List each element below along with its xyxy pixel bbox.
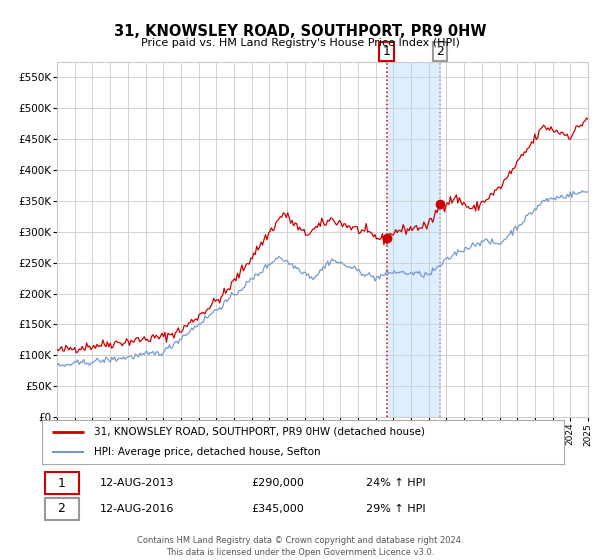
Text: 2: 2 <box>58 502 65 515</box>
Text: 24% ↑ HPI: 24% ↑ HPI <box>365 478 425 488</box>
Text: £290,000: £290,000 <box>251 478 304 488</box>
Text: This data is licensed under the Open Government Licence v3.0.: This data is licensed under the Open Gov… <box>166 548 434 557</box>
Text: Price paid vs. HM Land Registry's House Price Index (HPI): Price paid vs. HM Land Registry's House … <box>140 38 460 48</box>
Text: 31, KNOWSLEY ROAD, SOUTHPORT, PR9 0HW: 31, KNOWSLEY ROAD, SOUTHPORT, PR9 0HW <box>114 24 486 39</box>
Text: Contains HM Land Registry data © Crown copyright and database right 2024.: Contains HM Land Registry data © Crown c… <box>137 536 463 545</box>
Text: HPI: Average price, detached house, Sefton: HPI: Average price, detached house, Seft… <box>94 447 321 457</box>
Text: £345,000: £345,000 <box>251 503 304 514</box>
Text: 12-AUG-2013: 12-AUG-2013 <box>100 478 174 488</box>
Text: 29% ↑ HPI: 29% ↑ HPI <box>365 503 425 514</box>
Text: 31, KNOWSLEY ROAD, SOUTHPORT, PR9 0HW (detached house): 31, KNOWSLEY ROAD, SOUTHPORT, PR9 0HW (d… <box>94 427 425 437</box>
FancyBboxPatch shape <box>44 472 79 494</box>
Bar <box>386 62 440 417</box>
Text: 1: 1 <box>383 45 391 58</box>
Text: 12-AUG-2016: 12-AUG-2016 <box>100 503 174 514</box>
FancyBboxPatch shape <box>44 497 79 520</box>
Text: 2: 2 <box>436 45 443 58</box>
Text: 1: 1 <box>58 477 65 490</box>
